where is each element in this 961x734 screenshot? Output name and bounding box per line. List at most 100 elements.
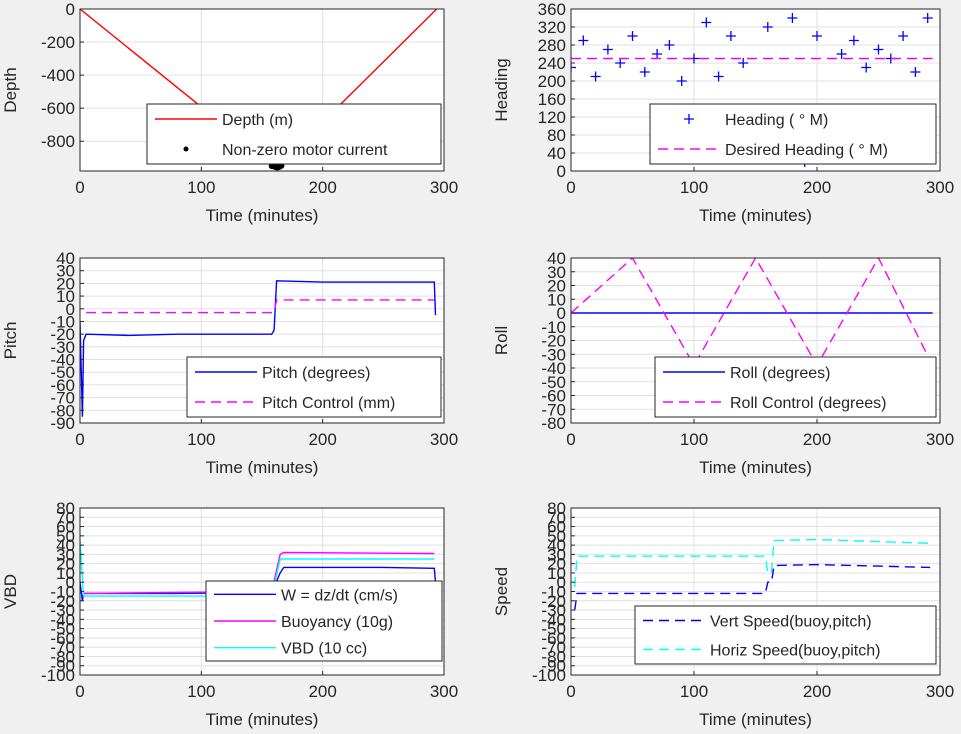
speed-legend-box	[634, 605, 937, 665]
depth-legend-label: Depth (m)	[222, 112, 293, 129]
heading-xtick-label: 0	[566, 178, 575, 197]
roll-ytick-label: -50	[541, 373, 566, 392]
heading-legend-box	[649, 103, 937, 165]
vbd-ytick-label: 50	[56, 527, 75, 546]
roll-series-layer	[571, 258, 934, 367]
roll-ytick-label: -20	[541, 332, 566, 351]
depth-legend-box	[146, 103, 442, 165]
speed-xtick-label: 100	[680, 682, 708, 701]
speed-series-1	[574, 538, 931, 587]
pitch-axes-frame	[79, 257, 445, 424]
speed-ytick-label: -10	[541, 583, 566, 602]
heading-ytick-label: 120	[538, 108, 566, 127]
heading-point	[713, 71, 724, 82]
heading-xtick-label: 300	[926, 178, 954, 197]
vbd-xtick-label: 100	[187, 682, 215, 701]
pitch-xtick-label: 200	[308, 430, 336, 449]
speed-ytick-label: 60	[547, 518, 566, 537]
roll-ytick-label: -30	[541, 345, 566, 364]
vbd-ytick-label: 20	[56, 555, 75, 574]
roll-ytick-label: -40	[541, 359, 566, 378]
speed-xtick-label: 300	[926, 682, 954, 701]
speed-series-0	[574, 563, 931, 611]
heading-point	[910, 67, 921, 77]
speed-series-layer	[574, 538, 931, 611]
vbd-legend-label: VBD (10 cc)	[281, 641, 367, 658]
speed-ytick-label: -80	[541, 647, 566, 666]
speed-ytick-label: 20	[547, 555, 566, 574]
heading-ytick-label: 200	[538, 72, 566, 91]
heading-point	[922, 13, 933, 23]
depth-legend: Depth (m) Non-zero motor current	[146, 103, 442, 165]
heading-point	[602, 44, 613, 55]
heading-point	[812, 31, 822, 41]
speed-ytick-label: -70	[541, 638, 566, 657]
pitch-ytick-label: 40	[56, 249, 75, 268]
speed-xtick-label: 0	[566, 682, 575, 701]
roll-ytick-label: -80	[541, 414, 566, 433]
vbd-ytick-label: 0	[66, 573, 75, 592]
roll-ytick-label: -60	[541, 387, 566, 406]
roll-ytick-label: 10	[547, 290, 566, 309]
speed-ticks: 0 100 200 30080706050403020100-10-20-30-40-…	[532, 499, 954, 701]
pitch-ytick-label: 20	[56, 274, 75, 293]
depth-panel: 0 100 200 300 0 -200 -400 -600 -800 Time (minutes…	[1, 0, 458, 225]
speed-ytick-label: -20	[541, 592, 566, 611]
heading-ytick-label: 80	[547, 126, 566, 145]
heading-point	[898, 31, 909, 41]
roll-ytick-label: -10	[541, 318, 566, 337]
speed-legend: Vert Speed(buoy,pitch) Horiz Speed(buoy,p…	[634, 605, 937, 665]
speed-ytick-label: 70	[547, 508, 566, 527]
heading-panel: 0 100 200 30004080120160200240280320360Time…	[492, 0, 954, 225]
heading-ytick-label: 280	[538, 36, 566, 55]
roll-legend-label: Roll Control (degrees)	[730, 395, 887, 412]
vbd-ytick-label: -10	[50, 583, 75, 602]
roll-ytick-label: 30	[547, 263, 566, 282]
vbd-ytick-label: -90	[50, 657, 75, 676]
depth-xtick-label: 200	[308, 178, 336, 197]
vbd-xlabel: Time (minutes)	[206, 710, 319, 729]
speed-ytick-label: -40	[541, 610, 566, 629]
heading-point	[725, 31, 736, 41]
speed-xtick-label: 200	[803, 682, 831, 701]
vbd-ticks: 0 100 200 30080706050403020100-10-20-30-40-…	[41, 499, 458, 701]
depth-xlabel: Time (minutes)	[206, 206, 319, 225]
roll-xtick-label: 100	[680, 430, 708, 449]
roll-xtick-label: 0	[566, 430, 575, 449]
vbd-ytick-label: 30	[56, 545, 75, 564]
pitch-ytick-label: 30	[56, 262, 75, 281]
vbd-ytick-label: -50	[50, 620, 75, 639]
depth-series-1	[268, 162, 285, 171]
roll-xlabel: Time (minutes)	[699, 458, 812, 477]
heading-ylabel: Heading	[492, 58, 511, 121]
speed-ytick-label: -90	[541, 657, 566, 676]
roll-xtick-label: 300	[926, 430, 954, 449]
heading-point	[676, 76, 687, 86]
pitch-ytick-label: -90	[50, 414, 75, 433]
pitch-series-layer	[80, 280, 437, 417]
pitch-xtick-label: 300	[430, 430, 458, 449]
pitch-legend-label: Pitch (degrees)	[262, 365, 371, 382]
vbd-ytick-label: -40	[50, 610, 75, 629]
heading-legend-label: Heading ( ° M)	[725, 112, 828, 129]
heading-xtick-label: 100	[680, 178, 708, 197]
vbd-series-2	[80, 540, 435, 597]
roll-ytick-label: 40	[547, 249, 566, 268]
pitch-ytick-label: -40	[50, 351, 75, 370]
speed-ytick-label: 30	[547, 545, 566, 564]
pitch-legend-label: Pitch Control (mm)	[262, 395, 395, 412]
roll-ytick-label: 20	[547, 277, 566, 296]
heading-point	[836, 49, 847, 59]
vbd-ytick-label: -30	[50, 601, 75, 620]
pitch-ytick-label: -60	[50, 376, 75, 395]
heading-point	[571, 62, 576, 73]
vbd-legend-label: W = dz/dt (cm/s)	[281, 587, 398, 604]
roll-ylabel: Roll	[492, 326, 511, 355]
speed-ytick-label: 50	[547, 527, 566, 546]
heading-point	[652, 49, 663, 59]
speed-panel: 0 100 200 30080706050403020100-10-20-30-40-…	[492, 499, 954, 729]
depth-xtick-label: 300	[430, 178, 458, 197]
heading-ytick-label: 240	[538, 54, 566, 73]
pitch-ytick-label: -50	[50, 363, 75, 382]
